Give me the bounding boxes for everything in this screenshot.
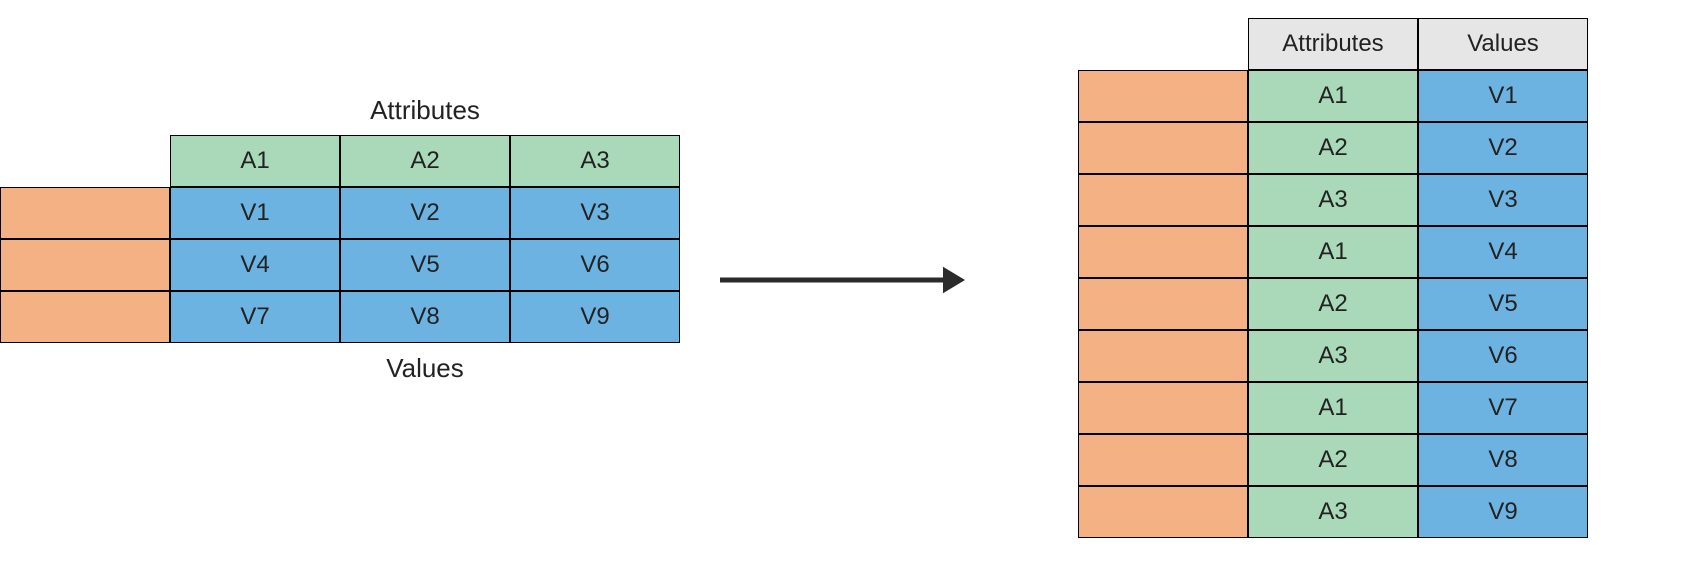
attr-cell: A1 bbox=[1248, 226, 1418, 278]
row-stub-cell bbox=[0, 239, 170, 291]
value-cell: V7 bbox=[170, 291, 340, 343]
value-cell: V4 bbox=[170, 239, 340, 291]
row-stub-cell bbox=[0, 291, 170, 343]
attr-cell: A2 bbox=[1248, 122, 1418, 174]
attributes-label-top: Attributes bbox=[170, 95, 680, 126]
attr-header-cell: A1 bbox=[170, 135, 340, 187]
attr-header-cell: A2 bbox=[340, 135, 510, 187]
col-header-values: Values bbox=[1418, 18, 1588, 70]
attr-cell: A2 bbox=[1248, 434, 1418, 486]
value-cell: V1 bbox=[170, 187, 340, 239]
value-cell: V3 bbox=[1418, 174, 1588, 226]
row-stub-cell bbox=[1078, 174, 1248, 226]
row-stub-cell bbox=[1078, 226, 1248, 278]
value-cell: V9 bbox=[1418, 486, 1588, 538]
value-cell: V2 bbox=[340, 187, 510, 239]
value-cell: V8 bbox=[340, 291, 510, 343]
value-cell: V3 bbox=[510, 187, 680, 239]
transform-arrow bbox=[698, 258, 987, 324]
value-cell: V8 bbox=[1418, 434, 1588, 486]
attr-cell: A1 bbox=[1248, 382, 1418, 434]
value-cell: V1 bbox=[1418, 70, 1588, 122]
row-stub-cell bbox=[1078, 278, 1248, 330]
value-cell: V6 bbox=[1418, 330, 1588, 382]
attr-cell: A3 bbox=[1248, 174, 1418, 226]
attr-cell: A2 bbox=[1248, 278, 1418, 330]
row-stub-cell bbox=[1078, 330, 1248, 382]
value-cell: V6 bbox=[510, 239, 680, 291]
value-cell: V5 bbox=[340, 239, 510, 291]
empty-corner-cell bbox=[1078, 18, 1248, 70]
row-stub-cell bbox=[1078, 382, 1248, 434]
value-cell: V9 bbox=[510, 291, 680, 343]
value-cell: V2 bbox=[1418, 122, 1588, 174]
row-stub-cell bbox=[1078, 122, 1248, 174]
attr-cell: A1 bbox=[1248, 70, 1418, 122]
wide-table-grid: A1A2A3 V1V2V3 V4V5V6 V7V8V9 bbox=[0, 135, 680, 343]
value-cell: V4 bbox=[1418, 226, 1588, 278]
value-cell: V7 bbox=[1418, 382, 1588, 434]
row-stub-cell bbox=[1078, 70, 1248, 122]
wide-table: Attributes A1A2A3V1V2V3V4V5V6V7V8V9 Valu… bbox=[0, 135, 680, 343]
value-cell: V5 bbox=[1418, 278, 1588, 330]
long-table: AttributesValuesA1V1A2V2A3V3A1V4A2V5A3V6… bbox=[1078, 18, 1588, 538]
row-stub-cell bbox=[0, 187, 170, 239]
long-table-grid: AttributesValuesA1V1A2V2A3V3A1V4A2V5A3V6… bbox=[1078, 18, 1588, 538]
col-header-attributes: Attributes bbox=[1248, 18, 1418, 70]
values-label-bottom: Values bbox=[170, 353, 680, 384]
attr-cell: A3 bbox=[1248, 486, 1418, 538]
attr-header-cell: A3 bbox=[510, 135, 680, 187]
attr-cell: A3 bbox=[1248, 330, 1418, 382]
row-stub-cell bbox=[1078, 486, 1248, 538]
empty-corner-cell bbox=[0, 135, 170, 187]
row-stub-cell bbox=[1078, 434, 1248, 486]
